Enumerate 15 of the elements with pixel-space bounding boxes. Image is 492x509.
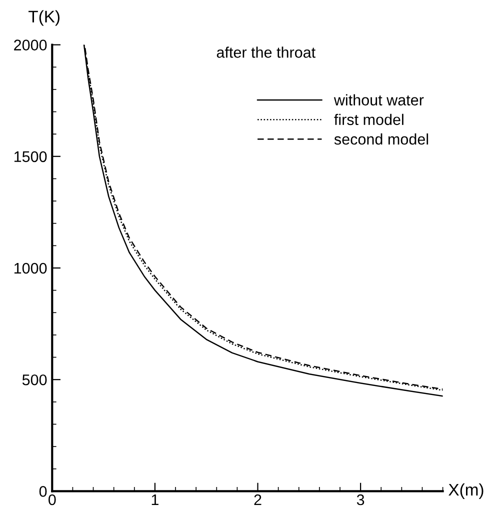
y-tick-label: 2000 (14, 40, 47, 50)
x-axis-title: X(m) (448, 483, 484, 499)
x-tick-label: 2 (254, 494, 262, 506)
x-tick-label: 0 (48, 494, 56, 506)
y-tick-label: 0 (39, 486, 47, 497)
x-tick-label: 3 (356, 494, 364, 506)
legend-label: without water (334, 94, 424, 106)
legend-label: second model (334, 133, 428, 145)
y-tick-label: 1500 (14, 151, 47, 162)
legend-label: first model (334, 114, 404, 126)
annotation: after the throat (216, 46, 316, 58)
x-tick-label: 1 (152, 494, 158, 506)
y-tick-label: 1000 (14, 262, 47, 274)
y-axis-title: T(K) (28, 10, 60, 26)
y-tick-label: 500 (22, 374, 47, 386)
